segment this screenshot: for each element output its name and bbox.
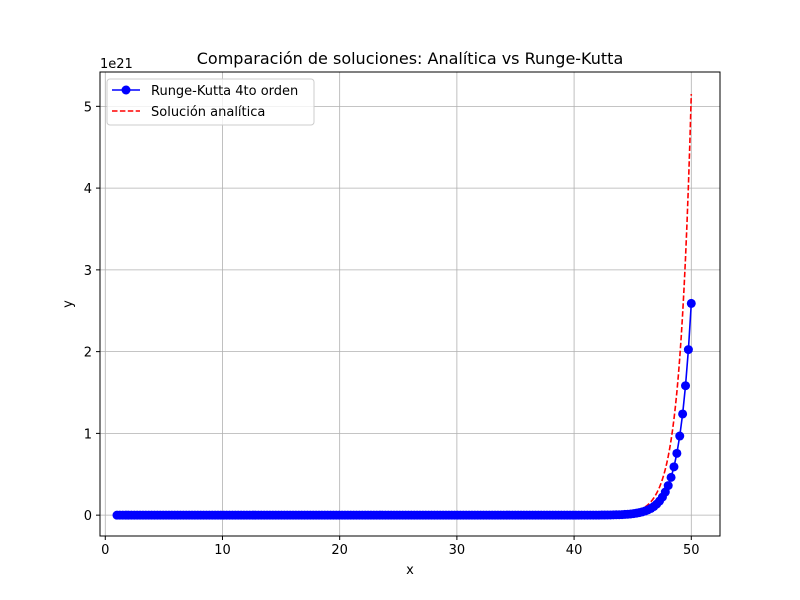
- grid: [100, 72, 720, 536]
- y-tick-label: 5: [84, 100, 92, 115]
- rk4-point: [669, 462, 679, 472]
- x-axis-label: x: [406, 563, 414, 578]
- legend-analytic-label: Solución analítica: [151, 105, 265, 120]
- rk4-point: [686, 298, 696, 308]
- rk4-point: [663, 481, 673, 491]
- y-tick-label: 3: [84, 264, 92, 279]
- x-tick-label: 40: [566, 543, 583, 558]
- rk4-point: [683, 345, 693, 355]
- x-tick-label: 30: [449, 543, 466, 558]
- y-tick-label: 4: [84, 182, 92, 197]
- x-tick-label: 50: [683, 543, 700, 558]
- y-axis-label: y: [61, 300, 76, 308]
- x-tick-label: 10: [214, 543, 231, 558]
- rk4-point: [675, 431, 685, 441]
- y-tick-label: 0: [84, 509, 92, 524]
- rk4-point: [672, 448, 682, 458]
- rk4-point: [678, 409, 688, 419]
- x-tick-label: 0: [101, 543, 109, 558]
- rk4-point: [681, 381, 691, 391]
- legend-box: [106, 78, 315, 126]
- legend: Runge-Kutta 4to orden Solución analítica: [106, 78, 315, 126]
- rk4-point: [666, 472, 676, 482]
- legend-rk4-marker: [121, 85, 131, 95]
- axis-ticks: 0 10 20 30 40 50 0 1 2 3 4 5: [84, 100, 700, 558]
- legend-rk4-label: Runge-Kutta 4to orden: [151, 84, 298, 99]
- y-tick-label: 2: [84, 346, 92, 361]
- chart-title: Comparación de soluciones: Analítica vs …: [197, 49, 624, 68]
- axes-frame: [99, 71, 721, 537]
- x-tick-label: 20: [331, 543, 348, 558]
- y-offset-text: 1e21: [100, 57, 133, 72]
- plot-area: [112, 94, 696, 520]
- y-tick-label: 1: [84, 427, 92, 442]
